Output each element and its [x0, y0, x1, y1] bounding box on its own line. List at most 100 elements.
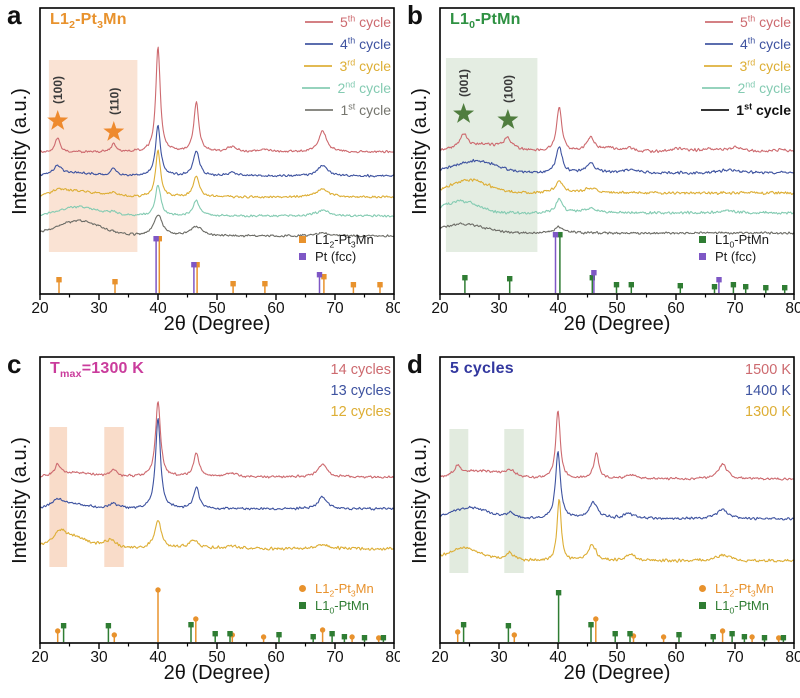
panel-title-d: 5 cycles: [450, 360, 514, 377]
xrd-curves: [439, 107, 795, 235]
curve-2nd-cycle: [439, 197, 795, 215]
curve-legend-item: 4th cycle: [304, 33, 391, 55]
x-tick-label: 20: [431, 649, 449, 666]
stick-legend-label: L10-PtMn: [715, 232, 769, 250]
legend-line-sample: [305, 109, 334, 111]
stick-legend-label: L10-PtMn: [315, 598, 369, 616]
curve-legend-a: 5th cycle 4th cycle 3rd cycle 2nd cycle 1st …: [302, 11, 391, 121]
x-tick-label: 70: [726, 300, 744, 317]
y-axis-label-d: Intensity (a.u.): [408, 436, 431, 564]
curve-legend-item: 3rd cycle: [304, 55, 391, 77]
curve-legend-label: 5th cycle: [739, 13, 791, 30]
xrd-plot-c: 20 30 40 50 60 70 80: [31, 356, 400, 666]
star-icon: [47, 110, 69, 130]
axis: 20 30 40 50 60 70 80: [431, 7, 800, 317]
panel-title-b: L10-PtMn: [450, 11, 521, 32]
curve-legend-label: 1st cycle: [736, 101, 791, 118]
curve-legend-label: 4th cycle: [339, 35, 391, 52]
stick-legend-label: L12-Pt3Mn: [315, 581, 374, 599]
axis: 20 30 40 50 60 70 80: [31, 356, 400, 666]
star-label: (100): [501, 75, 515, 103]
curve-14-cycles: [39, 401, 394, 479]
curve-legend-label: 3rd cycle: [739, 57, 791, 74]
legend-line-sample: [304, 65, 333, 67]
square-marker-icon: [699, 236, 706, 243]
y-axis-label-b: Intensity (a.u.): [408, 87, 431, 215]
curve-12-cycles: [39, 520, 395, 551]
x-axis-label-b: 2θ (Degree): [563, 313, 671, 335]
x-tick-label: 20: [431, 300, 449, 317]
curve-legend-label: 2nd cycle: [737, 79, 791, 96]
stick-legend-item: L12-Pt3Mn: [299, 231, 374, 249]
legend-line-sample: [701, 109, 730, 111]
x-tick-label: 20: [31, 300, 49, 317]
x-tick-label: 30: [490, 649, 508, 666]
circle-marker-icon: [299, 585, 306, 592]
x-tick-label: 60: [267, 300, 285, 317]
x-tick-label: 60: [667, 649, 685, 666]
stick-legend-label: L10-PtMn: [715, 598, 769, 616]
curve-legend-label: 1300 K: [745, 404, 791, 421]
highlight-bands: [449, 429, 524, 573]
curve-3rd-cycle: [39, 149, 395, 199]
curve-1500-K: [439, 410, 794, 481]
star-icon: [497, 109, 519, 129]
x-tick-label: 70: [326, 300, 344, 317]
x-tick-label: 60: [667, 300, 685, 317]
curve-legend-item: 12 cycles: [331, 402, 391, 423]
curve-2nd-cycle: [39, 184, 395, 218]
panel-title-a: L12-Pt3Mn: [50, 11, 127, 32]
legend-line-sample: [702, 87, 731, 89]
star-label: (110): [107, 88, 121, 115]
star-label: (001): [457, 69, 471, 97]
y-axis-label-a: Intensity (a.u.): [8, 87, 31, 215]
square-marker-icon: [699, 253, 706, 260]
panel-c: 20 30 40 50 60 70 80 c Tmax=1300 K 14 cycles 13…: [0, 349, 400, 698]
curve-legend-b: 5th cycle 4th cycle 3rd cycle 2nd cycle 1st …: [701, 11, 791, 121]
xrd-plot-b: (001) (100) 20 30 40 50 60 70 80: [431, 7, 800, 317]
curve-5th-cycle: [439, 107, 795, 154]
legend-line-sample: [704, 43, 733, 45]
x-tick-label: 50: [608, 300, 626, 317]
star-label: (100): [51, 76, 65, 104]
stick-legend-d: L12-Pt3Mn L10-PtMn: [699, 580, 774, 616]
panel-letter-d: d: [407, 349, 423, 379]
xrd-curves: [39, 401, 395, 551]
curve-13-cycles: [39, 418, 395, 511]
panel-title-c: Tmax=1300 K: [50, 360, 145, 381]
panel-letter-c: c: [7, 349, 22, 379]
curve-legend-label: 4th cycle: [739, 35, 791, 52]
legend-line-sample: [302, 87, 331, 89]
x-tick-label: 30: [490, 300, 508, 317]
x-tick-label: 20: [31, 649, 49, 666]
curve-legend-d: 1500 K 1400 K 1300 K: [745, 360, 791, 423]
square-marker-icon: [299, 602, 306, 609]
stick-legend-item: L12-Pt3Mn: [299, 580, 374, 599]
x-tick-label: 70: [326, 649, 344, 666]
panel-b: (001) (100) 20 30 40 50 60 70 80 b L10-PtMn 5th …: [400, 0, 800, 349]
curve-legend-item: 13 cycles: [331, 381, 391, 402]
curve-legend-label: 1500 K: [745, 362, 791, 379]
x-tick-label: 80: [785, 300, 800, 317]
x-tick-label: 50: [208, 300, 226, 317]
curve-4th-cycle: [439, 146, 794, 175]
legend-line-sample: [304, 21, 333, 23]
curve-1300-K: [439, 499, 795, 563]
curve-1st-cycle: [39, 214, 395, 238]
star-icon: [453, 103, 475, 123]
highlight-bands: [49, 427, 124, 567]
square-marker-icon: [299, 253, 306, 260]
reference-sticks: [455, 590, 787, 642]
stick-legend-item: Pt (fcc): [699, 248, 769, 265]
panel-d: 20 30 40 50 60 70 80 d 5 cycles 1500 K 1400 K 13…: [400, 349, 800, 698]
stick-legend-label: L12-Pt3Mn: [715, 581, 774, 599]
highlight-bands: [445, 58, 538, 252]
star-icon: [103, 121, 125, 141]
x-tick-label: 40: [149, 649, 167, 666]
x-tick-label: 70: [726, 649, 744, 666]
curve-legend-item: 5th cycle: [704, 11, 791, 33]
square-marker-icon: [699, 602, 706, 609]
stick-legend-label: Pt (fcc): [715, 249, 757, 264]
x-tick-label: 30: [90, 300, 108, 317]
